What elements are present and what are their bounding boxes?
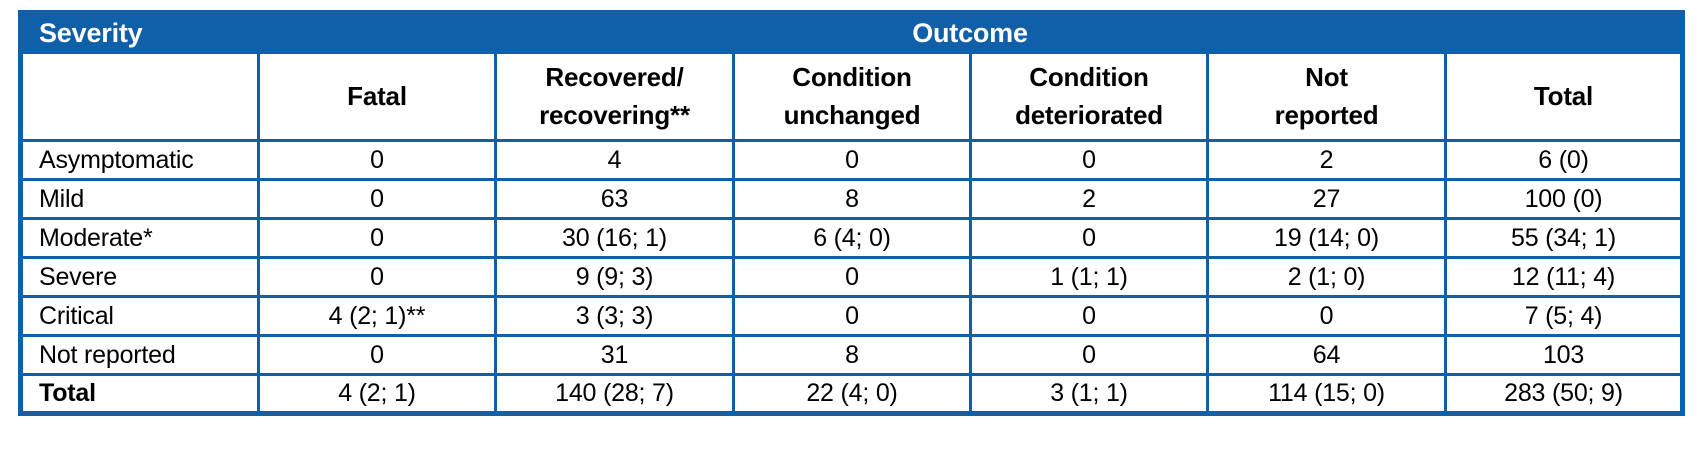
table-row-mild: Mild 0 63 8 2 27 100 (0)	[19, 178, 1684, 220]
column-header-row: Fatal Recovered/ recovering** Condition …	[19, 51, 1684, 142]
row-label: Mild	[19, 178, 260, 220]
column-header-total: Total	[1444, 51, 1684, 142]
table-cell: 2 (1; 0)	[1206, 256, 1447, 298]
table-row-severe: Severe 0 9 (9; 3) 0 1 (1; 1) 2 (1; 0) 12…	[19, 256, 1684, 298]
table-row-total: Total 4 (2; 1) 140 (28; 7) 22 (4; 0) 3 (…	[19, 373, 1684, 415]
table-cell: 283 (50; 9)	[1444, 373, 1684, 415]
table-cell: 64	[1206, 334, 1447, 376]
column-header-fatal: Fatal	[257, 51, 497, 142]
table-cell: 27	[1206, 178, 1447, 220]
table-cell: 9 (9; 3)	[494, 256, 735, 298]
table-cell: 8	[732, 178, 972, 220]
row-label: Critical	[19, 295, 260, 337]
table-cell: 31	[494, 334, 735, 376]
group-header-row: Severity Outcome	[19, 11, 1684, 54]
table-cell: 19 (14; 0)	[1206, 217, 1447, 259]
table-cell: 0	[257, 139, 497, 181]
outcome-group-header: Outcome	[257, 11, 1684, 54]
table-cell: 1 (1; 1)	[969, 256, 1209, 298]
table-cell: 100 (0)	[1444, 178, 1684, 220]
table-cell: 4 (2; 1)**	[257, 295, 497, 337]
empty-corner-cell	[19, 51, 260, 142]
table-cell: 2	[969, 178, 1209, 220]
row-label: Severe	[19, 256, 260, 298]
table-row-moderate: Moderate* 0 30 (16; 1) 6 (4; 0) 0 19 (14…	[19, 217, 1684, 259]
severity-outcome-table: Severity Outcome Fatal Recovered/ recove…	[18, 10, 1685, 416]
column-header-recovered-recovering: Recovered/ recovering**	[494, 51, 735, 142]
table-cell: 6 (4; 0)	[732, 217, 972, 259]
table-cell: 7 (5; 4)	[1444, 295, 1684, 337]
table-row-asymptomatic: Asymptomatic 0 4 0 0 2 6 (0)	[19, 139, 1684, 181]
table-cell: 22 (4; 0)	[732, 373, 972, 415]
table-cell: 140 (28; 7)	[494, 373, 735, 415]
table-cell: 114 (15; 0)	[1206, 373, 1447, 415]
row-label-total: Total	[19, 373, 260, 415]
table-cell: 0	[257, 334, 497, 376]
table-cell: 2	[1206, 139, 1447, 181]
table-cell: 0	[257, 256, 497, 298]
table-cell: 4 (2; 1)	[257, 373, 497, 415]
table-cell: 0	[1206, 295, 1447, 337]
table-row-critical: Critical 4 (2; 1)** 3 (3; 3) 0 0 0 7 (5;…	[19, 295, 1684, 337]
table-cell: 0	[969, 139, 1209, 181]
table-cell: 12 (11; 4)	[1444, 256, 1684, 298]
table-cell: 0	[969, 295, 1209, 337]
table-cell: 8	[732, 334, 972, 376]
table-row-not-reported: Not reported 0 31 8 0 64 103	[19, 334, 1684, 376]
table-cell: 55 (34; 1)	[1444, 217, 1684, 259]
table-cell: 103	[1444, 334, 1684, 376]
table-cell: 4	[494, 139, 735, 181]
table-cell: 6 (0)	[1444, 139, 1684, 181]
column-header-not-reported: Not reported	[1206, 51, 1447, 142]
table-cell: 0	[257, 217, 497, 259]
table-cell: 3 (3; 3)	[494, 295, 735, 337]
table-cell: 30 (16; 1)	[494, 217, 735, 259]
table-cell: 3 (1; 1)	[969, 373, 1209, 415]
table-cell: 0	[732, 256, 972, 298]
row-label: Not reported	[19, 334, 260, 376]
table-cell: 0	[969, 334, 1209, 376]
table-cell: 63	[494, 178, 735, 220]
column-header-condition-unchanged: Condition unchanged	[732, 51, 972, 142]
row-label: Moderate*	[19, 217, 260, 259]
severity-group-header: Severity	[19, 11, 260, 54]
table-cell: 0	[732, 295, 972, 337]
column-header-condition-deteriorated: Condition deteriorated	[969, 51, 1209, 142]
table-cell: 0	[257, 178, 497, 220]
row-label: Asymptomatic	[19, 139, 260, 181]
table-cell: 0	[732, 139, 972, 181]
table-cell: 0	[969, 217, 1209, 259]
